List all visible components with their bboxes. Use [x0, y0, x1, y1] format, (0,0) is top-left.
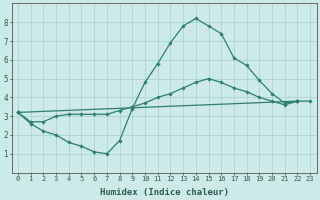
X-axis label: Humidex (Indice chaleur): Humidex (Indice chaleur)	[100, 188, 228, 197]
